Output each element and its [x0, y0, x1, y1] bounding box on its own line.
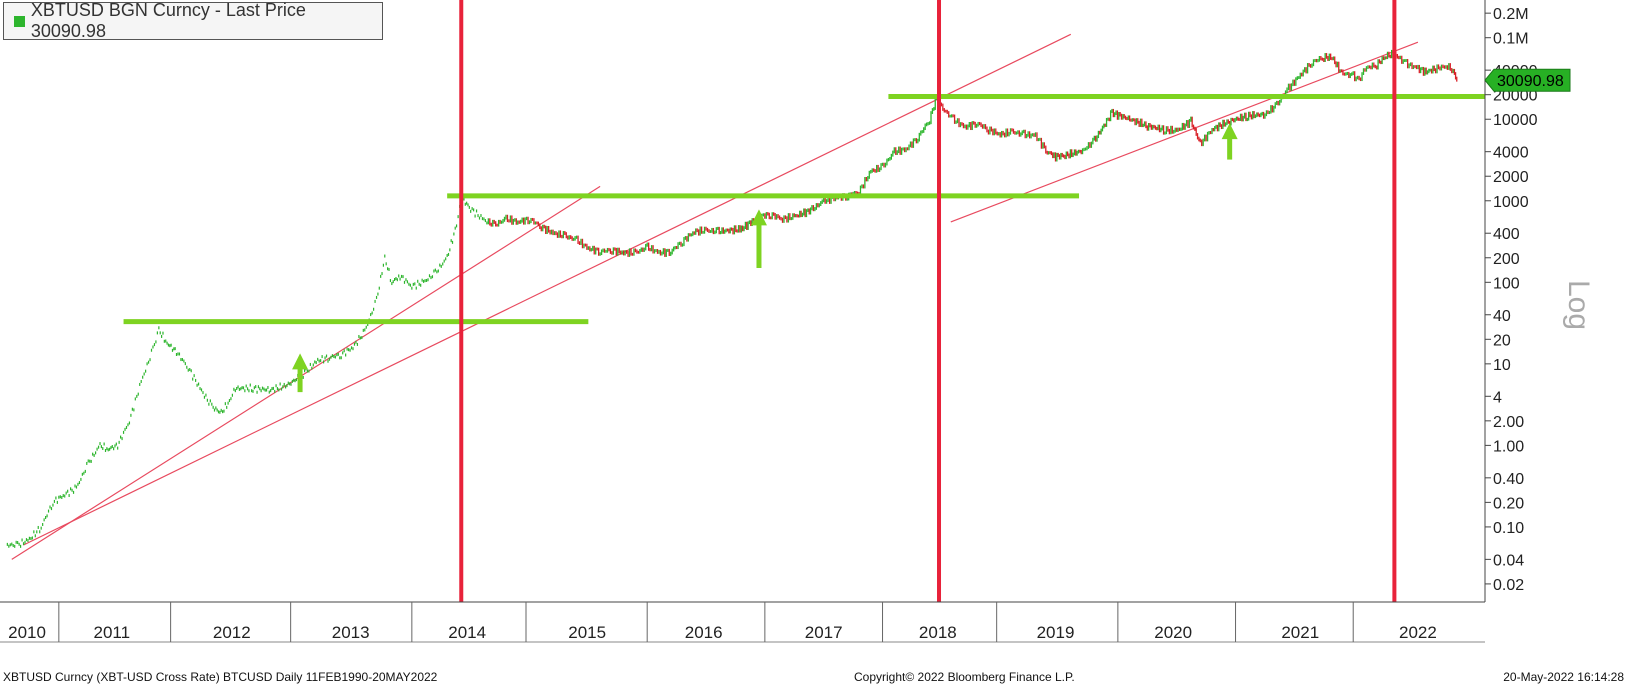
y-tick-label: 0.02 — [1493, 577, 1524, 594]
y-tick-label: 2000 — [1493, 169, 1529, 186]
y-tick-label: 0.10 — [1493, 520, 1524, 537]
y-tick-label: 0.1M — [1493, 31, 1529, 48]
trendline — [23, 33, 1072, 546]
chart-legend: XBTUSD BGN Curncy - Last Price 30090.98 — [3, 0, 383, 41]
last-price-tag — [1484, 68, 1571, 92]
footer-copyright: Copyright© 2022 Bloomberg Finance L.P. — [854, 670, 1075, 684]
y-tick-label: 0.40 — [1493, 471, 1524, 488]
y-tick-label: 4 — [1493, 389, 1502, 406]
trendline — [11, 185, 601, 560]
x-tick-label: 2017 — [805, 623, 843, 642]
legend-swatch — [14, 15, 25, 27]
x-tick-label: 2013 — [332, 623, 370, 642]
x-tick-label: 2015 — [568, 623, 606, 642]
y-tick-label: 20000 — [1493, 88, 1538, 105]
y-tick-label: 40 — [1493, 308, 1511, 325]
x-tick-label: 2011 — [94, 623, 131, 642]
x-tick-label: 2019 — [1037, 623, 1075, 642]
legend-label: XBTUSD BGN Curncy - Last Price 30090.98 — [30, 0, 306, 41]
y-tick-label: 100 — [1493, 275, 1520, 292]
y-tick-label: 10 — [1493, 357, 1511, 374]
y-tick-label: 0.20 — [1493, 495, 1524, 512]
axis-layer: 0.02 0.04 0.10 0.20 0.40 1.00 2.00 4 10 20 40 100 20… — [0, 0, 1571, 643]
x-tick-label: 2010 — [8, 623, 46, 642]
plot-area — [6, 0, 1485, 602]
y-tick-label: 10000 — [1493, 112, 1538, 129]
arrow-head — [292, 353, 309, 370]
y-tick-label: 1000 — [1493, 194, 1529, 211]
y-tick-label: 0.2M — [1493, 6, 1529, 23]
y-tick-label: 0.04 — [1493, 552, 1524, 569]
arrow-head — [1221, 123, 1238, 140]
y-tick-label: 20 — [1493, 332, 1511, 349]
y-scale-label: Log — [1562, 280, 1595, 331]
x-tick-label: 2021 — [1281, 623, 1319, 642]
x-tick-label: 2014 — [448, 623, 486, 642]
y-tick-label: 200 — [1493, 251, 1520, 268]
arrow-head — [750, 209, 767, 226]
footer-timestamp: 20-May-2022 16:14:28 — [1503, 670, 1624, 684]
x-tick-label: 2016 — [685, 623, 723, 642]
y-tick-label: 1.00 — [1493, 438, 1524, 455]
y-tick-label: 400 — [1493, 226, 1520, 243]
last-price-label: 30090.98 — [1497, 73, 1564, 90]
x-tick-label: 2022 — [1399, 623, 1437, 642]
footer-series-info: XBTUSD Curncy (XBT-USD Cross Rate) BTCUS… — [3, 670, 438, 684]
y-tick-label: 2.00 — [1493, 414, 1524, 431]
x-tick-label: 2012 — [213, 623, 251, 642]
y-tick-label: 4000 — [1493, 145, 1529, 162]
x-tick-label: 2018 — [919, 623, 957, 642]
x-tick-label: 2020 — [1154, 623, 1192, 642]
